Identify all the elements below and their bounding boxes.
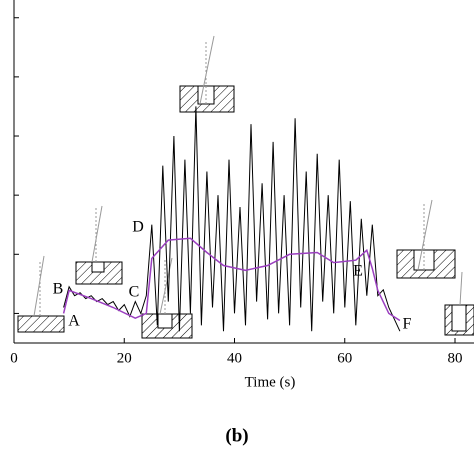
inset-e [396, 199, 456, 279]
data-line [62, 237, 401, 322]
data-line [63, 106, 401, 332]
x-tick-label: 40 [227, 350, 242, 366]
inset-b [75, 205, 123, 285]
x-axis-label: Time (s) [245, 374, 296, 390]
x-tick-label: 80 [448, 350, 463, 366]
inset-f [444, 271, 474, 336]
x-tick-label: 20 [117, 350, 132, 366]
inset-a [17, 255, 65, 333]
point-label: A [68, 313, 80, 330]
point-label: D [132, 219, 144, 236]
point-label: C [129, 284, 140, 301]
inset-diagrams [17, 35, 474, 339]
point-label: F [403, 316, 412, 333]
caption: (b) [225, 425, 248, 446]
inset-d [179, 35, 235, 113]
plot-area [62, 106, 401, 332]
x-tick-label: 0 [10, 350, 18, 366]
inset-c [141, 257, 193, 339]
point-label: B [53, 281, 64, 298]
point-label: E [353, 263, 363, 280]
x-tick-label: 60 [337, 350, 352, 366]
